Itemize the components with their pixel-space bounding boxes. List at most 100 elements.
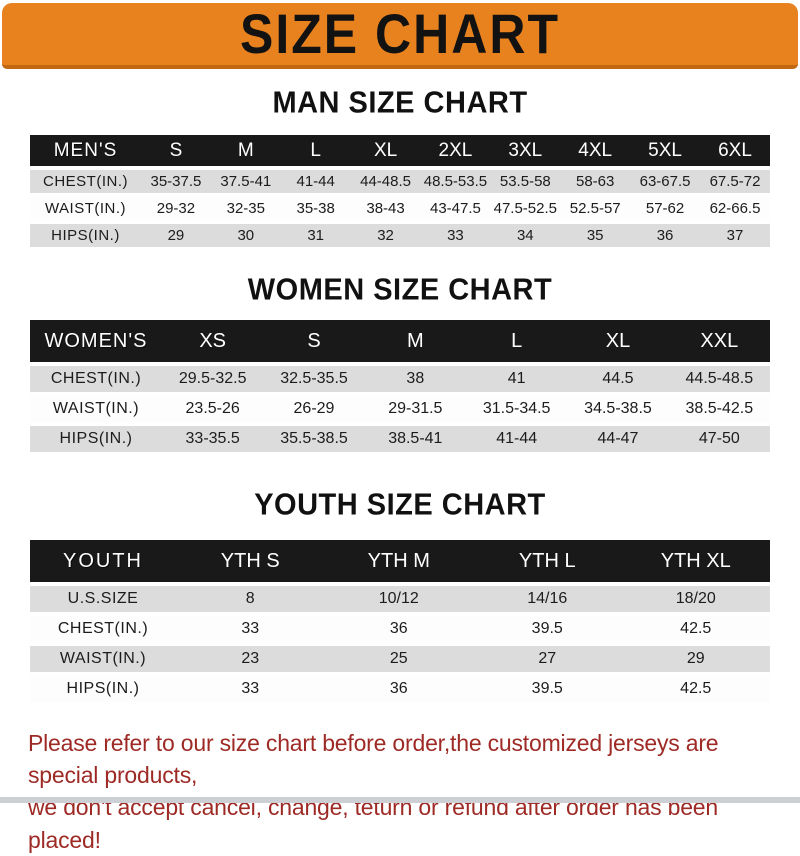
men-column-header: 5XL [630,135,700,166]
youth-size-table: YOUTH YTH S YTH M YTH L YTH XL U.S.SIZE 8 10/12… [30,536,770,706]
row-label: WAIST(IN.) [30,197,141,220]
cell-value: 44.5-48.5 [668,366,770,392]
men-column-header: L [280,135,351,166]
women-size-table: WOMEN'S XS S M L XL XXL CHEST(IN.) 29.5-32.5 32.5… [30,316,770,456]
women-column-header: S [263,320,365,362]
men-column-header: 3XL [490,135,561,166]
women-section-title: WOMEN SIZE CHART [247,273,553,307]
cell-value: 35 [560,224,631,247]
cell-value: 32 [350,224,421,247]
youth-table-row: HIPS(IN.) 33 36 39.5 42.5 [30,676,770,702]
men-table-row: CHEST(IN.) 35-37.5 37.5-41 41-44 44-48.5 48.5… [30,170,770,193]
youth-table-row: WAIST(IN.) 23 25 27 29 [30,646,770,672]
cell-value: 35.5-38.5 [263,426,365,452]
cell-value: 33 [176,616,325,642]
cell-value: 38-43 [350,197,421,220]
youth-size-chart-section: YOUTH SIZE CHART YOUTH YTH S YTH M YTH L YTH… [0,488,800,706]
cell-value: 29 [621,646,770,672]
men-table-row: HIPS(IN.) 29 30 31 32 33 34 35 36 37 [30,224,770,247]
cell-value: 44.5 [567,366,669,392]
cell-value: 33-35.5 [162,426,264,452]
women-table-header-row: WOMEN'S XS S M L XL XXL [30,320,770,362]
youth-table-header-row: YOUTH YTH S YTH M YTH L YTH XL [30,540,770,582]
man-section-title: MAN SIZE CHART [272,86,528,120]
cell-value: 35-37.5 [141,170,211,193]
cell-value: 39.5 [473,676,622,702]
cell-value: 33 [176,676,325,702]
women-column-header: M [364,320,466,362]
banner-title: SIZE CHART [240,2,560,66]
row-label: WAIST(IN.) [30,396,162,422]
cell-value: 29.5-32.5 [162,366,264,392]
cell-value: 18/20 [621,586,770,612]
cell-value: 34 [490,224,561,247]
cell-value: 10/12 [324,586,473,612]
row-label: HIPS(IN.) [30,224,141,247]
cell-value: 63-67.5 [630,170,700,193]
women-column-header: L [465,320,568,362]
men-table-row: WAIST(IN.) 29-32 32-35 35-38 38-43 43-47.5 47.… [30,197,770,220]
cell-value: 62-66.5 [700,197,770,220]
men-column-header: 6XL [700,135,770,166]
cell-value: 42.5 [621,676,770,702]
cell-value: 37 [700,224,770,247]
row-label: HIPS(IN.) [30,426,162,452]
cell-value: 33 [420,224,491,247]
cell-value: 34.5-38.5 [567,396,669,422]
cell-value: 36 [324,616,473,642]
row-label: CHEST(IN.) [30,366,162,392]
cell-value: 52.5-57 [560,197,631,220]
youth-table-row: U.S.SIZE 8 10/12 14/16 18/20 [30,586,770,612]
cell-value: 30 [210,224,281,247]
row-label: U.S.SIZE [30,586,176,612]
cell-value: 32.5-35.5 [263,366,365,392]
cell-value: 23.5-26 [162,396,264,422]
cell-value: 47-50 [668,426,770,452]
cell-value: 43-47.5 [420,197,491,220]
women-column-header: XXL [668,320,770,362]
cell-value: 44-47 [567,426,669,452]
cell-value: 44-48.5 [350,170,421,193]
youth-column-header: YTH L [473,540,622,582]
cell-value: 36 [324,676,473,702]
women-column-header: XS [162,320,264,362]
row-label: WAIST(IN.) [30,646,176,672]
cell-value: 14/16 [473,586,622,612]
cell-value: 23 [176,646,325,672]
youth-section-title: YOUTH SIZE CHART [254,488,546,522]
men-table-header-row: MEN'S S M L XL 2XL 3XL 4XL 5XL 6XL [30,135,770,166]
cell-value: 41-44 [465,426,568,452]
cell-value: 27 [473,646,622,672]
bottom-divider [0,797,800,803]
cell-value: 38 [364,366,466,392]
cell-value: 38.5-42.5 [668,396,770,422]
men-column-header: XL [350,135,421,166]
size-chart-banner: SIZE CHART [2,3,798,69]
man-size-chart-section: MAN SIZE CHART MEN'S S M L XL 2XL 3XL 4XL 5XL 6XL… [0,86,800,251]
cell-value: 25 [324,646,473,672]
cell-value: 29-31.5 [364,396,466,422]
cell-value: 41-44 [280,170,351,193]
cell-value: 42.5 [621,616,770,642]
men-column-header: 4XL [560,135,631,166]
cell-value: 8 [176,586,325,612]
row-label: HIPS(IN.) [30,676,176,702]
youth-column-header: YTH M [324,540,473,582]
cell-value: 36 [630,224,700,247]
women-group-label: WOMEN'S [30,320,162,362]
women-column-header: XL [567,320,669,362]
men-column-header: M [210,135,281,166]
cell-value: 39.5 [473,616,622,642]
cell-value: 67.5-72 [700,170,770,193]
cell-value: 38.5-41 [364,426,466,452]
cell-value: 29-32 [141,197,211,220]
cell-value: 41 [465,366,568,392]
youth-group-label: YOUTH [30,540,176,582]
women-size-chart-section: WOMEN SIZE CHART WOMEN'S XS S M L XL XXL CHEST(… [0,273,800,456]
women-table-row: HIPS(IN.) 33-35.5 35.5-38.5 38.5-41 41-44 44-… [30,426,770,452]
men-size-table: MEN'S S M L XL 2XL 3XL 4XL 5XL 6XL CHEST(IN.) 35-37… [30,131,770,251]
cell-value: 57-62 [630,197,700,220]
men-column-header: 2XL [420,135,491,166]
youth-column-header: YTH S [176,540,325,582]
cell-value: 48.5-53.5 [420,170,491,193]
